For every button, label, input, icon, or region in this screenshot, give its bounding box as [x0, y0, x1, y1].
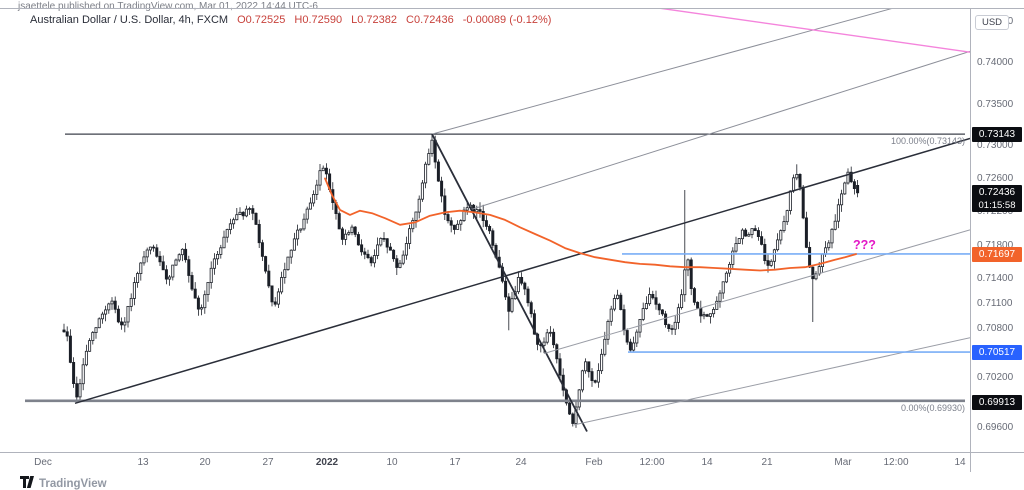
time-tick-Mar: Mar — [834, 457, 852, 468]
lower-mid-thin[interactable] — [543, 229, 970, 354]
tradingview-attribution[interactable]: TradingView — [20, 475, 107, 490]
candlesticks[interactable] — [62, 134, 860, 428]
price-tick-0.71100: 0.71100 — [977, 297, 1013, 309]
price-tick-0.72600: 0.72600 — [977, 173, 1014, 185]
price-tick-0.73000: 0.73000 — [977, 140, 1014, 151]
price-tick-0.73500: 0.73500 — [977, 98, 1014, 110]
ohlc-low: L0.72382 — [351, 14, 398, 26]
price-tick-0.74000: 0.74000 — [977, 57, 1014, 68]
question-marks-annotation[interactable]: ??? — [853, 238, 876, 252]
time-axis-border — [0, 452, 1024, 453]
bar-countdown: 01:15:58 — [978, 200, 1016, 212]
tradingview-logo-icon[interactable] — [20, 475, 34, 490]
chart-pane[interactable] — [25, 8, 970, 432]
time-tick-12:00: 12:00 — [883, 457, 909, 468]
channel-upper-thin[interactable] — [469, 50, 970, 211]
pane-top-border — [0, 8, 1024, 9]
price-axis[interactable]: USD 0.745000.740000.735000.730000.726000… — [971, 8, 1024, 452]
ohlc-open: O0.72525 — [237, 14, 286, 26]
price-label-0.69913: 0.69913 — [972, 394, 1022, 410]
time-tick-2022: 2022 — [315, 457, 339, 468]
time-tick-20: 20 — [199, 457, 211, 468]
ohlc-close: C0.72436 — [406, 14, 454, 26]
channel-support-main[interactable] — [74, 137, 970, 405]
price-label-0.73143: 0.73143 — [972, 126, 1022, 142]
price-label-0.72436: 0.72436 01:15:58 — [972, 185, 1022, 213]
time-tick-21: 21 — [761, 457, 773, 468]
price-tick-0.71800: 0.71800 — [977, 239, 1014, 251]
symbol-legend[interactable]: Australian Dollar / U.S. Dollar, 4h, FXC… — [30, 14, 551, 26]
tradingview-logo-text[interactable]: TradingView — [39, 478, 107, 490]
time-tick-Dec: Dec — [34, 457, 52, 468]
moving-average-line[interactable] — [324, 177, 857, 272]
price-label-0.71697: 0.71697 — [972, 246, 1022, 262]
time-tick-27: 27 — [262, 457, 274, 468]
price-label-0.70517: 0.70517 — [972, 344, 1022, 360]
time-tick-13: 13 — [137, 457, 149, 468]
time-tick-24: 24 — [515, 457, 527, 468]
peak-rising-thin[interactable] — [431, 8, 894, 135]
time-tick-12:00: 12:00 — [639, 457, 665, 468]
price-tick-0.70200: 0.70200 — [977, 372, 1014, 384]
currency-toggle-usd[interactable]: USD — [975, 15, 1009, 30]
fib-100-label: 100.00%(0.73143) — [890, 136, 965, 146]
ohlc-change: -0.00089 (-0.12%) — [462, 14, 552, 26]
time-tick-17: 17 — [449, 457, 461, 468]
price-tick-0.71400: 0.71400 — [977, 272, 1014, 284]
fib-0-label: 0.00%(0.69930) — [900, 403, 965, 413]
peak-falling-thick[interactable] — [431, 133, 588, 432]
published-attribution: jsaettele published on TradingView.com, … — [18, 1, 318, 12]
price-tick-0.69600: 0.69600 — [977, 422, 1014, 434]
time-tick-Feb: Feb — [585, 457, 603, 468]
ohlc-high: H0.72590 — [294, 14, 343, 26]
price-tick-0.70800: 0.70800 — [977, 322, 1014, 334]
pink-resistance[interactable] — [656, 8, 970, 53]
time-tick-14: 14 — [954, 457, 966, 468]
time-tick-14: 14 — [701, 457, 713, 468]
time-tick-10: 10 — [386, 457, 398, 468]
time-axis[interactable]: Dec 13 20 27 2022 10 17 24 Feb 12:00 14 21 Mar 12:00 1… — [0, 452, 1024, 474]
price-axis-border — [970, 8, 971, 472]
symbol-title[interactable]: Australian Dollar / U.S. Dollar, 4h, FXC… — [30, 14, 229, 26]
